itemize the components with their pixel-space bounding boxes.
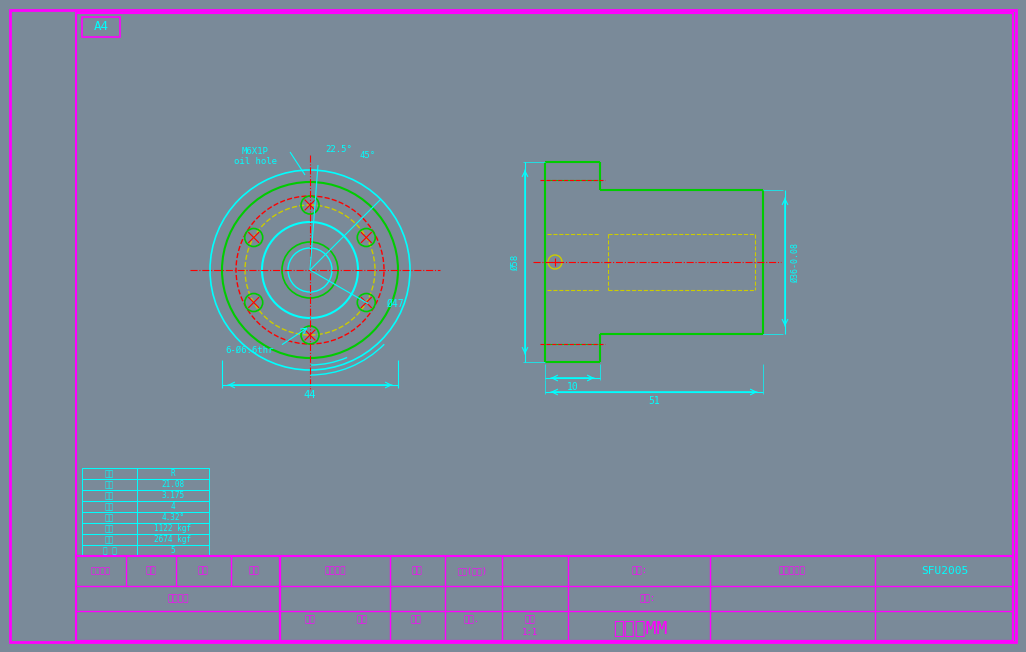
Text: 螺旋: 螺旋 (105, 469, 114, 478)
Text: 签名: 签名 (248, 567, 260, 576)
Text: 更改标记: 更改标记 (91, 567, 111, 576)
Text: 单位：MM: 单位：MM (613, 620, 667, 638)
Text: oil hole: oil hole (234, 158, 276, 166)
Text: 视角.: 视角. (464, 615, 480, 624)
Text: 型号:: 型号: (632, 567, 648, 576)
Text: 日期: 日期 (411, 567, 423, 576)
Text: 精 度: 精 度 (103, 546, 116, 555)
Text: Ø47: Ø47 (386, 299, 404, 308)
Text: 44: 44 (304, 390, 316, 400)
Text: 6-Ø6.6thr: 6-Ø6.6thr (225, 346, 273, 355)
Text: 21.08: 21.08 (161, 480, 185, 489)
Text: M6X1P: M6X1P (241, 147, 269, 156)
Text: 绘图: 绘图 (305, 615, 315, 624)
Bar (82, 490, 137, 501)
Text: 51: 51 (648, 396, 660, 406)
Bar (82, 545, 137, 556)
Text: 10: 10 (566, 382, 579, 392)
Text: 2674 kgf: 2674 kgf (155, 535, 192, 544)
Text: 4: 4 (170, 502, 175, 511)
Bar (137, 490, 209, 501)
Bar (82, 512, 137, 523)
Bar (137, 534, 209, 545)
Text: 4.32°: 4.32° (161, 513, 185, 522)
Bar (137, 501, 209, 512)
Text: 内径: 内径 (105, 480, 114, 489)
Bar (137, 468, 209, 479)
Bar (76, 556, 280, 641)
Text: SFU2005: SFU2005 (921, 567, 969, 576)
Bar (82, 534, 137, 545)
Text: Ø58: Ø58 (511, 254, 519, 270)
Bar (137, 545, 209, 556)
Text: 设计: 设计 (357, 615, 367, 624)
Bar (137, 512, 209, 523)
Text: 比例: 比例 (524, 615, 536, 624)
Text: 行程: 行程 (105, 513, 114, 522)
Text: 22.5°: 22.5° (325, 145, 352, 155)
Text: 材料:: 材料: (640, 594, 656, 603)
Text: A4: A4 (93, 20, 109, 33)
Text: 精度: 精度 (105, 502, 114, 511)
Bar (82, 523, 137, 534)
Bar (82, 17, 120, 37)
Text: 审核: 审核 (410, 615, 422, 624)
Text: 日期: 日期 (198, 567, 208, 576)
Text: 1:1: 1:1 (522, 628, 538, 637)
Text: 数量(单台): 数量(单台) (458, 567, 488, 576)
Text: Ø36-0.08: Ø36-0.08 (790, 242, 799, 282)
Text: 3.175: 3.175 (161, 491, 185, 500)
Text: 客户名称: 客户名称 (324, 567, 346, 576)
Text: 静负: 静负 (105, 535, 114, 544)
Text: 动负: 动负 (105, 524, 114, 533)
Text: 1122 kgf: 1122 kgf (155, 524, 192, 533)
Bar (82, 501, 137, 512)
Text: 参考图号：: 参考图号： (779, 567, 805, 576)
Bar (137, 479, 209, 490)
Text: 45°: 45° (360, 151, 377, 160)
Text: 处数: 处数 (146, 567, 156, 576)
Text: R: R (170, 469, 175, 478)
Bar (280, 556, 1013, 641)
Text: 5: 5 (170, 546, 175, 555)
Bar (82, 468, 137, 479)
Bar (82, 479, 137, 490)
Bar (137, 523, 209, 534)
Text: 客户确认: 客户确认 (167, 594, 189, 603)
Text: 导程: 导程 (105, 491, 114, 500)
